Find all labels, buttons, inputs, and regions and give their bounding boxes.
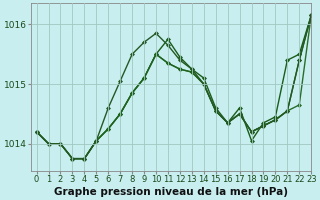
X-axis label: Graphe pression niveau de la mer (hPa): Graphe pression niveau de la mer (hPa) — [54, 187, 288, 197]
